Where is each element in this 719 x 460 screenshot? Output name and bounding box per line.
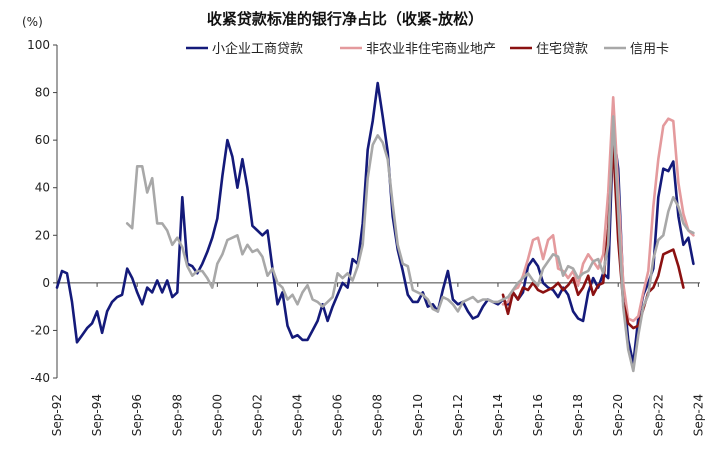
y-tick-label: 60 bbox=[35, 133, 50, 147]
y-tick-label: 20 bbox=[35, 228, 50, 242]
x-tick-label: Sep-04 bbox=[291, 394, 305, 436]
y-tick-label: 0 bbox=[42, 276, 50, 290]
x-tick-label: Sep-06 bbox=[331, 394, 345, 436]
x-tick-label: Sep-12 bbox=[451, 394, 465, 436]
x-tick-label: Sep-96 bbox=[130, 394, 144, 436]
x-tick-label: Sep-24 bbox=[691, 394, 705, 436]
y-tick-label: -40 bbox=[30, 371, 50, 385]
y-axis-unit: (%) bbox=[22, 15, 43, 29]
x-tick-label: Sep-92 bbox=[50, 394, 64, 436]
series-line-1 bbox=[501, 96, 695, 323]
x-tick-label: Sep-16 bbox=[531, 394, 545, 436]
x-tick-label: Sep-00 bbox=[210, 394, 224, 436]
x-tick-label: Sep-20 bbox=[611, 394, 625, 436]
x-tick-label: Sep-98 bbox=[170, 394, 184, 436]
x-tick-label: Sep-08 bbox=[371, 394, 385, 436]
x-tick-label: Sep-02 bbox=[250, 394, 264, 436]
y-tick-label: -20 bbox=[30, 323, 50, 337]
legend-label-1: 非农业非住宅商业地产 bbox=[366, 42, 496, 57]
y-axis: -40 -20 0 20 40 60 80 100 bbox=[27, 38, 58, 385]
legend-label-2: 住宅贷款 bbox=[536, 42, 588, 57]
series-line-3 bbox=[125, 115, 695, 373]
x-tick-label: Sep-94 bbox=[90, 394, 104, 436]
y-tick-label: 80 bbox=[35, 86, 50, 100]
chart-title: 收紧贷款标准的银行净占比（收紧-放松） bbox=[207, 10, 483, 28]
y-tick-label: 100 bbox=[27, 38, 50, 52]
series-layer bbox=[55, 81, 695, 373]
x-axis: Sep-92 Sep-94 Sep-96 Sep-98 Sep-00 Sep-02 Sep-… bbox=[50, 282, 705, 436]
x-tick-label: Sep-22 bbox=[651, 394, 665, 436]
y-tick-label: 40 bbox=[35, 181, 50, 195]
series-line-2 bbox=[501, 143, 685, 330]
series-line-0 bbox=[55, 81, 695, 365]
x-tick-label: Sep-10 bbox=[411, 394, 425, 436]
x-tick-label: Sep-14 bbox=[491, 394, 505, 436]
x-tick-label: Sep-18 bbox=[571, 394, 585, 436]
legend: 小企业工商贷款 非农业非住宅商业地产 住宅贷款 信用卡 bbox=[186, 41, 669, 57]
legend-label-0: 小企业工商贷款 bbox=[212, 41, 303, 57]
legend-label-3: 信用卡 bbox=[630, 42, 669, 57]
